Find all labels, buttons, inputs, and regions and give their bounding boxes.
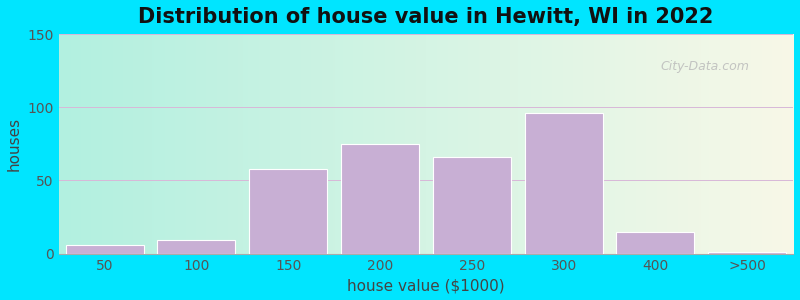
Bar [250,169,327,254]
Bar [66,245,144,254]
Bar [616,232,694,253]
Bar [341,144,419,254]
Title: Distribution of house value in Hewitt, WI in 2022: Distribution of house value in Hewitt, W… [138,7,714,27]
Bar [525,113,602,253]
Text: City-Data.com: City-Data.com [661,60,750,74]
Y-axis label: houses: houses [7,117,22,171]
X-axis label: house value ($1000): house value ($1000) [347,278,505,293]
Bar [708,252,786,253]
Bar [158,241,235,254]
Bar [433,157,511,254]
